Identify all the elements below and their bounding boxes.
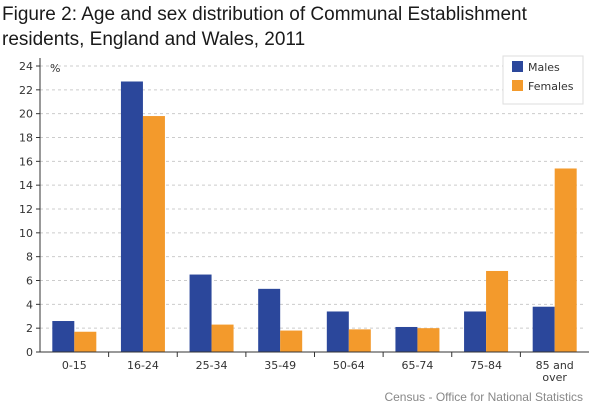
y-tick-label: 16: [19, 155, 33, 168]
legend: Males Females: [502, 55, 584, 105]
bar-females: [486, 270, 509, 352]
legend-swatch: [512, 80, 523, 91]
bar-females: [280, 330, 303, 352]
bar-males: [258, 288, 281, 352]
y-tick-label: 0: [26, 346, 33, 359]
bar-males: [189, 274, 212, 352]
x-tick-label: 50-64: [333, 359, 365, 372]
x-tick-label: 16-24: [127, 359, 159, 372]
y-tick-label: 20: [19, 108, 33, 121]
x-axis: 0-15 16-24 25-34 35-49 50-64 65-74 75-84 85 and…: [40, 351, 589, 384]
bar-females: [417, 328, 440, 352]
legend-swatch: [512, 61, 523, 72]
y-axis-unit-label: %: [50, 62, 60, 75]
bar-females: [211, 324, 234, 352]
y-tick-label: 14: [19, 179, 33, 192]
bar-males: [464, 311, 487, 352]
y-tick-label: 6: [26, 275, 33, 288]
source-note: Census - Office for National Statistics: [384, 390, 583, 404]
legend-label: Males: [528, 61, 560, 74]
bars: [52, 81, 577, 352]
y-tick-label: 18: [19, 132, 33, 145]
y-tick-label: 22: [19, 84, 33, 97]
bar-males: [395, 326, 418, 352]
x-tick-label: 85 and: [536, 359, 574, 372]
y-tick-label: 12: [19, 203, 33, 216]
bar-females: [554, 168, 577, 352]
y-tick-label: 8: [26, 251, 33, 264]
bar-males: [326, 311, 349, 352]
x-tick-label: 35-49: [264, 359, 296, 372]
x-tick-label: over: [542, 371, 567, 384]
y-tick-label: 4: [26, 298, 33, 311]
chart-title: Figure 2: Age and sex distribution of Co…: [2, 4, 527, 50]
bar-females: [348, 329, 371, 352]
bar-females: [142, 116, 165, 352]
x-tick-label: 0-15: [62, 359, 87, 372]
legend-label: Females: [528, 80, 574, 93]
bar-males: [532, 306, 555, 352]
bar-females: [74, 331, 97, 352]
x-tick-label: 25-34: [196, 359, 228, 372]
x-tick-label: 65-74: [401, 359, 433, 372]
x-tick-label: 75-84: [470, 359, 502, 372]
y-tick-label: 24: [19, 60, 33, 73]
bar-males: [52, 321, 75, 352]
bar-males: [120, 81, 143, 352]
y-tick-label: 10: [19, 227, 33, 240]
y-tick-label: 2: [26, 322, 33, 335]
